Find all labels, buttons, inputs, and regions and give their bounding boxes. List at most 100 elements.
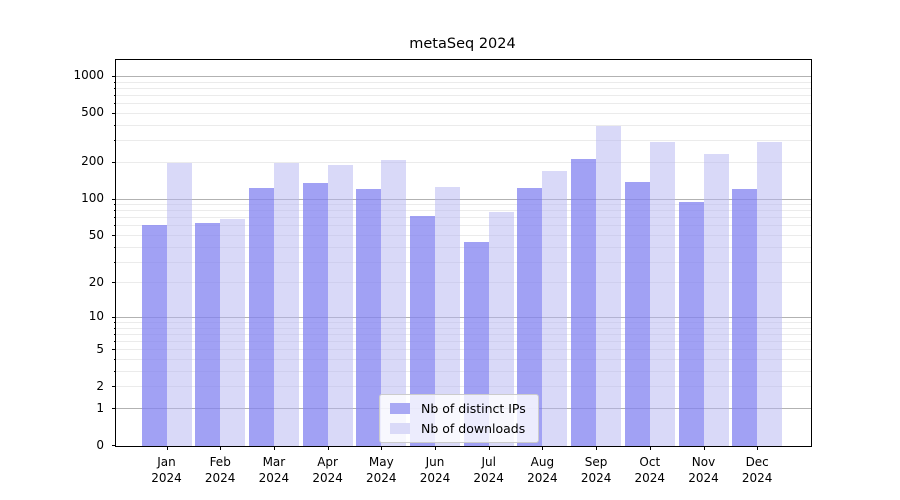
y-axis-tick — [112, 235, 116, 236]
bar-nb-of-distinct-ips-nov — [678, 201, 704, 446]
x-label-year: 2024 — [366, 471, 397, 485]
bar-nb-of-downloads-apr — [327, 165, 353, 446]
x-label-month: Mar — [262, 455, 286, 469]
bar-nb-of-downloads-nov — [703, 154, 729, 446]
bar-nb-of-distinct-ips-mar — [248, 188, 274, 446]
y-axis-tick-label: 0 — [96, 437, 104, 452]
gridline-minor — [116, 349, 811, 351]
x-label-year: 2024 — [527, 471, 558, 485]
y-axis-minor-tick — [113, 327, 116, 329]
x-axis-tick-label: Dec 2024 — [729, 454, 785, 486]
x-label-month: Nov — [691, 455, 716, 469]
y-axis-minor-tick — [113, 261, 116, 263]
y-axis-minor-tick — [113, 217, 116, 219]
y-axis-tick — [112, 282, 116, 284]
x-axis-tick — [757, 446, 759, 450]
bar-nb-of-downloads-jan — [166, 163, 192, 446]
y-axis-minor-tick — [113, 370, 116, 372]
gridline-minor — [116, 210, 811, 212]
y-axis-minor-tick — [113, 124, 116, 126]
x-axis-tick-label: Jun 2024 — [407, 454, 463, 486]
gridline-minor — [116, 140, 811, 142]
legend-item: Nb of distinct IPs — [390, 401, 526, 416]
x-label-year: 2024 — [688, 471, 719, 485]
gridline-minor — [116, 225, 811, 227]
legend-label: Nb of downloads — [421, 421, 526, 436]
gridline-major — [116, 198, 811, 200]
gridline-minor — [116, 359, 811, 360]
gridline-minor — [116, 370, 811, 372]
x-axis-tick — [488, 446, 490, 450]
y-axis-tick-label: 100 — [81, 191, 104, 205]
bar-nb-of-downloads-mar — [273, 163, 299, 446]
gridline-minor — [116, 246, 811, 248]
y-axis-tick-label: 10 — [88, 309, 104, 324]
y-axis-minor-tick — [113, 81, 116, 83]
chart-title: metaSeq 2024 — [409, 36, 516, 52]
x-axis-tick-label: Jan 2024 — [139, 454, 195, 486]
x-axis-tick-label: Apr 2024 — [300, 454, 356, 486]
x-label-year: 2024 — [258, 471, 290, 485]
bar-nb-of-distinct-ips-apr — [302, 182, 328, 446]
legend-swatch — [390, 423, 410, 434]
y-axis-tick-label: 1 — [96, 400, 104, 415]
y-axis-minor-tick — [113, 87, 116, 89]
y-axis-tick — [112, 445, 116, 446]
gridline-minor — [116, 386, 811, 388]
x-axis-tick — [381, 446, 383, 450]
gridline-minor — [116, 327, 811, 329]
x-label-year: 2024 — [419, 471, 451, 485]
x-label-month: Dec — [745, 455, 769, 469]
x-label-month: Jan — [157, 455, 176, 469]
bar-nb-of-downloads-feb — [220, 218, 246, 446]
x-axis-tick — [703, 446, 705, 450]
legend-item: Nb of downloads — [390, 421, 526, 436]
y-axis-minor-tick — [113, 204, 116, 205]
gridline-minor — [116, 87, 811, 89]
gridline-minor — [116, 217, 811, 219]
x-label-year: 2024 — [151, 471, 182, 485]
gridline-major — [116, 316, 811, 318]
gridline-minor — [116, 124, 811, 126]
y-axis-tick — [112, 386, 116, 388]
x-axis-tick — [273, 446, 275, 450]
y-axis-tick — [112, 161, 116, 163]
gridline-minor — [116, 322, 811, 323]
gridline-minor — [116, 282, 811, 284]
y-axis-tick-label: 2 — [96, 378, 104, 393]
y-axis-minor-tick — [113, 225, 116, 227]
x-label-year: 2024 — [741, 471, 773, 485]
x-axis-tick-label: Oct 2024 — [622, 454, 678, 486]
x-axis-tick-label: Sep 2024 — [568, 454, 624, 486]
bar-nb-of-downloads-oct — [649, 141, 675, 446]
bar-nb-of-downloads-aug — [542, 170, 568, 446]
y-axis-minor-tick — [113, 333, 116, 335]
bar-nb-of-distinct-ips-feb — [195, 222, 221, 446]
x-axis-tick — [596, 446, 598, 450]
gridline-minor — [116, 161, 811, 163]
x-axis-tick-label: Jul 2024 — [461, 454, 517, 486]
y-axis-tick-label: 5 — [96, 341, 104, 356]
y-axis-minor-tick — [113, 246, 116, 248]
gridline-minor — [116, 333, 811, 335]
y-axis-tick-label: 1000 — [73, 68, 104, 83]
legend-swatch — [390, 403, 410, 414]
x-label-month: Sep — [584, 455, 608, 469]
bar-nb-of-downloads-dec — [757, 141, 783, 446]
gridline-minor — [116, 112, 811, 114]
y-axis-tick — [112, 112, 116, 114]
x-axis-tick — [327, 446, 329, 450]
y-axis-minor-tick — [113, 359, 116, 360]
x-label-year: 2024 — [312, 471, 343, 485]
x-label-month: Jun — [425, 455, 445, 469]
y-axis-tick-label: 200 — [81, 154, 104, 169]
x-axis-tick-label: Feb 2024 — [192, 454, 248, 486]
x-label-month: Aug — [530, 455, 555, 469]
x-label-year: 2024 — [204, 471, 236, 485]
y-axis-minor-tick — [113, 322, 116, 323]
bar-nb-of-distinct-ips-jan — [141, 225, 167, 446]
bar-nb-of-distinct-ips-dec — [732, 188, 758, 446]
bar-nb-of-distinct-ips-oct — [624, 182, 650, 446]
x-label-year: 2024 — [580, 471, 612, 485]
y-axis-tick-label: 50 — [88, 227, 104, 242]
